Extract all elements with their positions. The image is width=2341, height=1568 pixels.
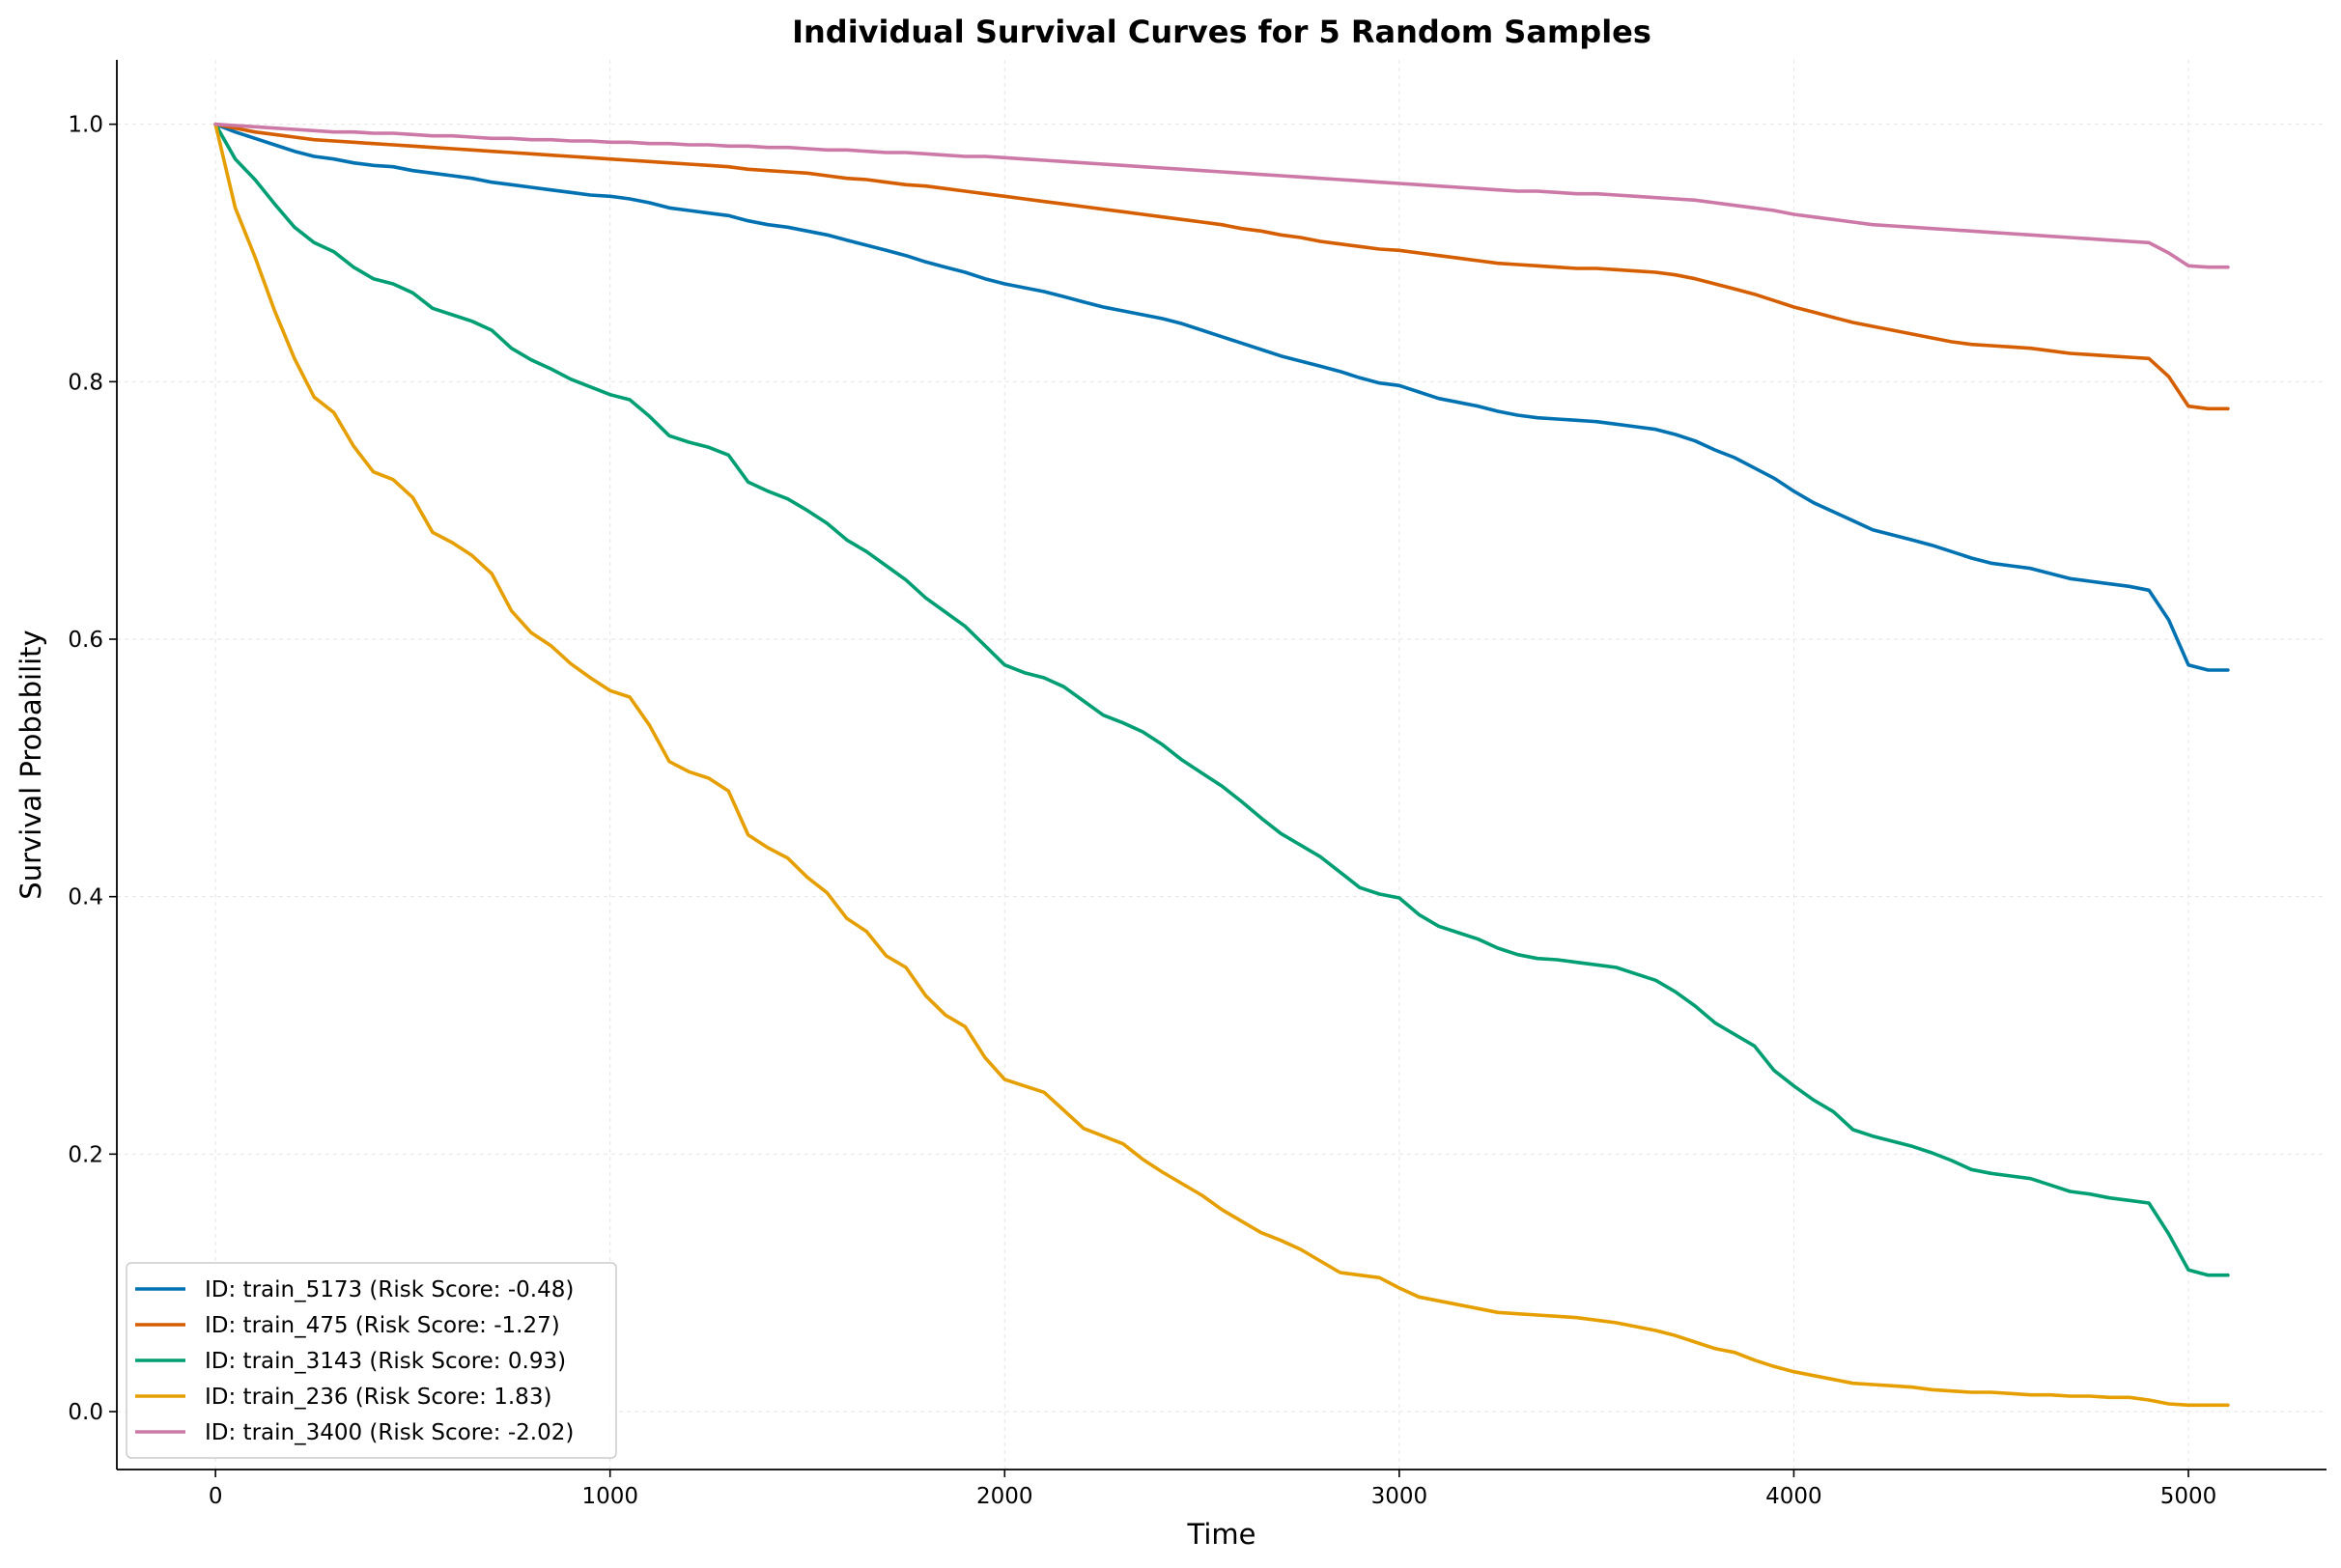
y-tick-label: 1.0 xyxy=(68,113,103,138)
x-tick-label: 0 xyxy=(209,1484,223,1509)
x-ticks: 0 1000 2000 3000 4000 5000 xyxy=(209,1470,2216,1509)
series-line-1 xyxy=(213,122,2230,672)
legend-label-4: ID: train_236 (Risk Score: 1.83) xyxy=(205,1385,551,1410)
x-axis-label: Time xyxy=(1187,1518,1256,1551)
legend-label-5: ID: train_3400 (Risk Score: -2.02) xyxy=(205,1420,574,1445)
y-tick-label: 0.0 xyxy=(68,1400,103,1425)
series-line-5 xyxy=(213,122,2230,269)
legend-label-2: ID: train_475 (Risk Score: -1.27) xyxy=(205,1313,560,1338)
y-tick-label: 0.8 xyxy=(68,370,103,395)
y-tick-label: 0.6 xyxy=(68,628,103,653)
series-line-4 xyxy=(213,122,2230,1408)
x-tick-label: 2000 xyxy=(976,1484,1033,1509)
x-tick-label: 4000 xyxy=(1765,1484,1822,1509)
grid xyxy=(117,60,2327,1470)
y-axis-label: Survival Probability xyxy=(14,630,47,899)
chart-title: Individual Survival Curves for 5 Random … xyxy=(792,14,1651,50)
legend-label-3: ID: train_3143 (Risk Score: 0.93) xyxy=(205,1349,566,1374)
legend: ID: train_5173 (Risk Score: -0.48) ID: tr… xyxy=(126,1262,617,1459)
x-tick-label: 3000 xyxy=(1371,1484,1428,1509)
y-tick-label: 0.2 xyxy=(68,1142,103,1167)
series-line-2 xyxy=(213,122,2230,411)
axes xyxy=(116,60,2327,1470)
series-lines xyxy=(213,122,2230,1408)
x-tick-label: 1000 xyxy=(581,1484,638,1509)
x-tick-label: 5000 xyxy=(2160,1484,2217,1509)
y-ticks: 0.0 0.2 0.4 0.6 0.8 1.0 xyxy=(68,113,117,1425)
legend-box xyxy=(126,1262,617,1459)
legend-label-1: ID: train_5173 (Risk Score: -0.48) xyxy=(205,1277,574,1302)
y-tick-label: 0.4 xyxy=(68,885,103,910)
series-line-3 xyxy=(213,122,2230,1277)
